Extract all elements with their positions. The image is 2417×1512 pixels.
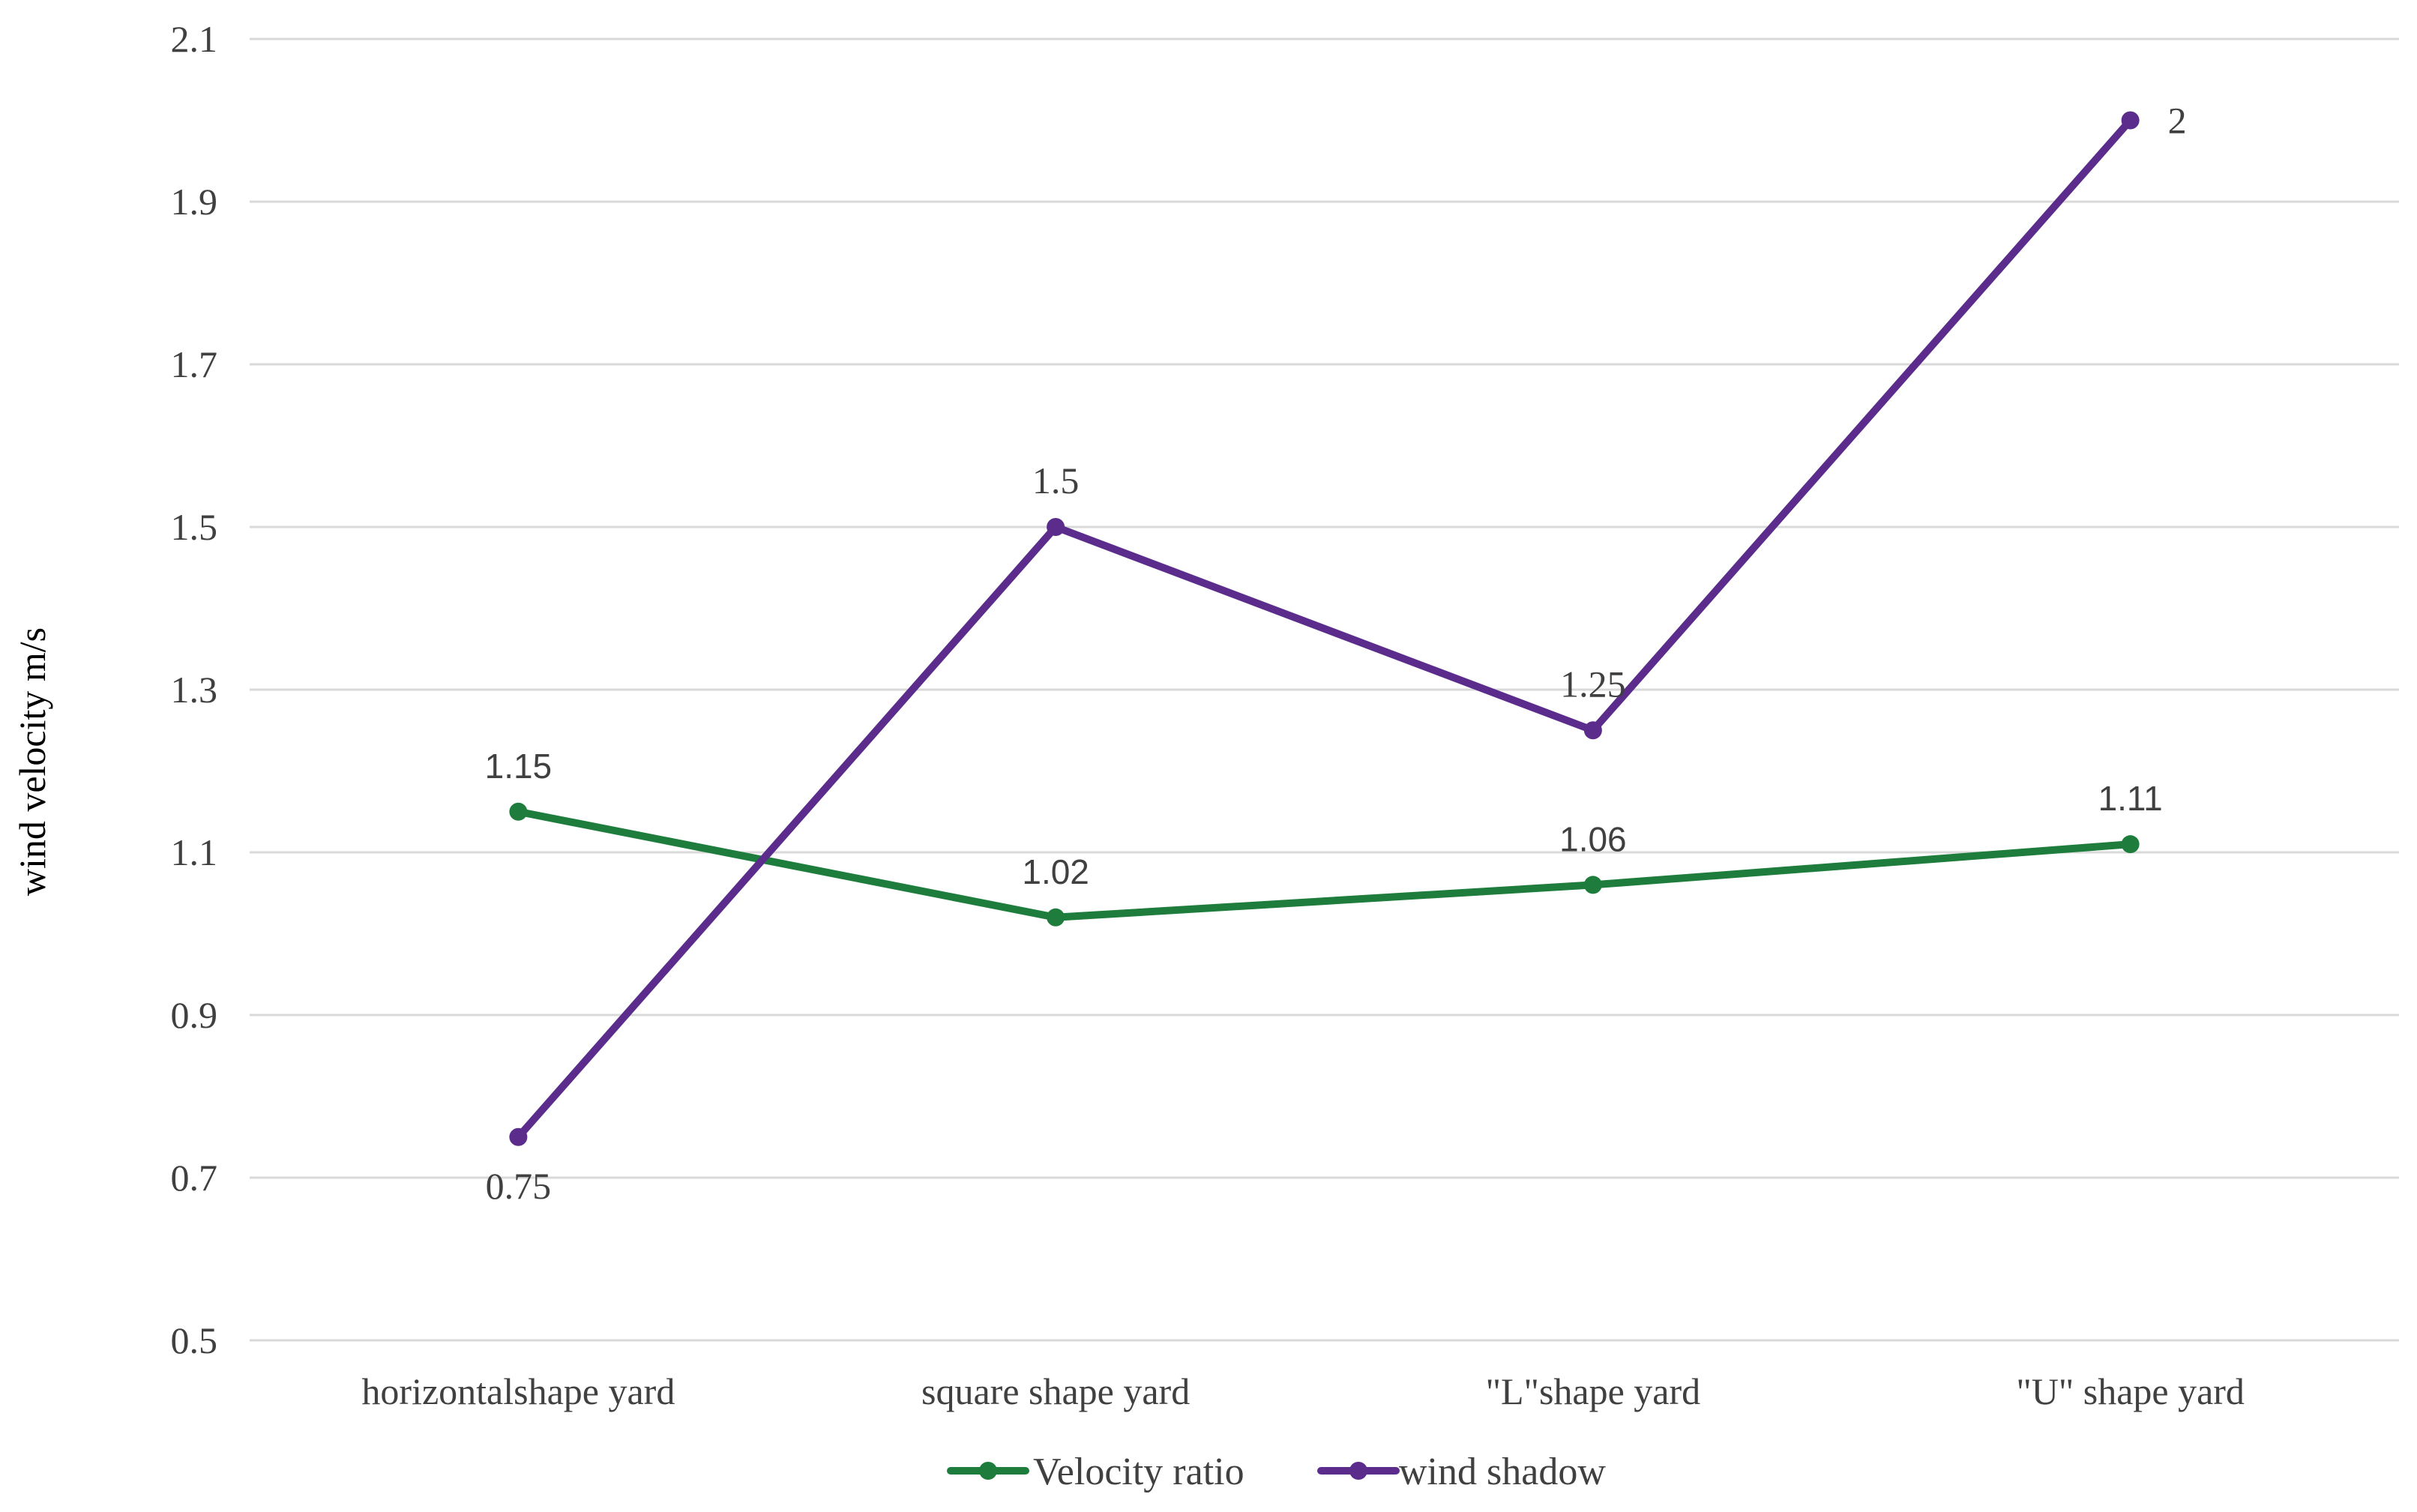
legend-label: Velocity ratio: [1033, 1451, 1244, 1493]
y-tick-label: 1.1: [171, 831, 218, 873]
data-point: [2121, 111, 2140, 130]
data-labels: 1.15 1.02 1.06 1.11 0.75 1.5 1.25 2: [485, 100, 2187, 1207]
data-point: [2121, 835, 2140, 854]
gridlines: [250, 37, 2399, 1342]
data-point: [1583, 876, 1602, 894]
y-axis-ticks: 0.5 0.7 0.9 1.1 1.3 1.5 1.7 1.9 2.1: [171, 18, 218, 1361]
y-axis-title: wind velocity m/s: [11, 627, 53, 896]
x-tick-label: "U" shape yard: [2016, 1370, 2245, 1412]
series-group: [509, 111, 2140, 1146]
y-tick-label: 0.5: [171, 1319, 218, 1361]
data-label: 2: [2168, 100, 2187, 142]
data-point: [1047, 518, 1065, 536]
legend-label: wind shadow: [1399, 1451, 1606, 1493]
data-point: [1583, 721, 1602, 740]
data-point: [509, 1127, 528, 1146]
data-label: 1.5: [1032, 460, 1080, 502]
y-tick-label: 1.5: [171, 506, 218, 548]
data-label: 1.15: [485, 747, 553, 786]
x-axis-categories: horizontalshape yard square shape yard "L"…: [361, 1370, 2245, 1412]
legend: Velocity ratio wind shadow: [947, 1451, 1606, 1493]
x-tick-label: "L"shape yard: [1486, 1370, 1701, 1412]
x-tick-label: square shape yard: [921, 1370, 1190, 1412]
legend-marker: [979, 1462, 997, 1480]
legend-marker: [1349, 1462, 1367, 1480]
y-tick-label: 1.7: [171, 343, 218, 385]
y-tick-label: 1.3: [171, 669, 218, 711]
data-point: [509, 802, 528, 821]
y-tick-label: 2.1: [171, 18, 218, 60]
series-line: [514, 807, 2134, 921]
data-label: 1.25: [1560, 663, 1626, 705]
y-tick-label: 0.9: [171, 994, 218, 1036]
x-tick-label: horizontalshape yard: [361, 1370, 675, 1412]
y-tick-label: 0.7: [171, 1157, 218, 1199]
data-label: 1.11: [2098, 779, 2163, 818]
y-tick-label: 1.9: [171, 181, 218, 223]
series-line: [514, 116, 2134, 1141]
data-label: 1.02: [1022, 852, 1089, 891]
data-label: 1.06: [1559, 819, 1627, 858]
data-point: [1047, 908, 1065, 927]
data-label: 0.75: [486, 1165, 552, 1207]
